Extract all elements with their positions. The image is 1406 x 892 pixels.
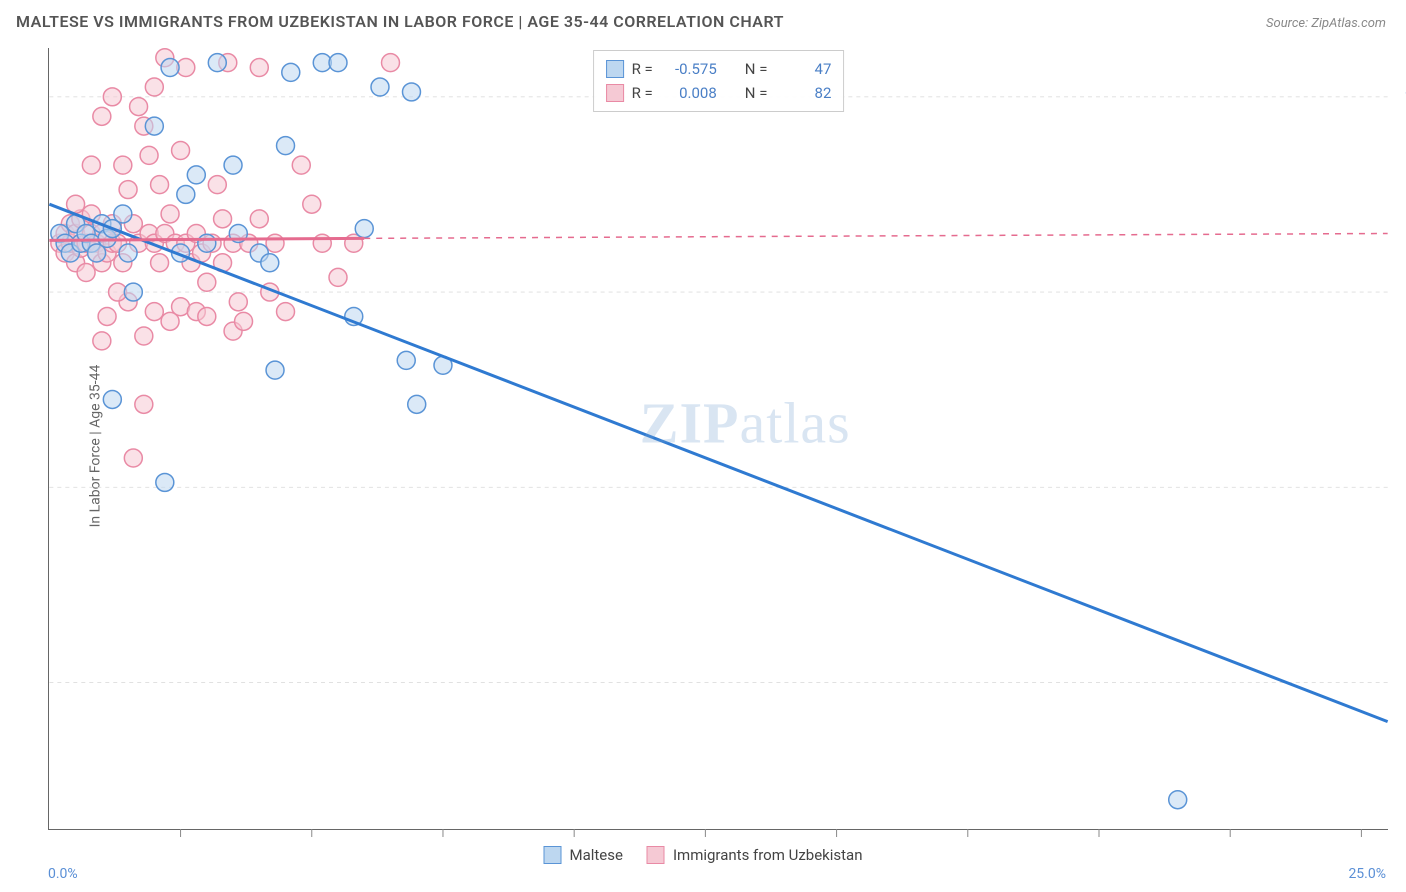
legend-stats-row-maltese: R = -0.575 N = 47 [606, 57, 832, 81]
r-label: R = [632, 57, 653, 81]
r-label-2: R = [632, 81, 653, 105]
swatch-uzbekistan-icon [647, 846, 665, 864]
x-axis-label-min: 0.0% [48, 866, 78, 882]
plot-area: R = -0.575 N = 47 R = 0.008 N = 82 ZIPat… [48, 48, 1388, 830]
plot-svg [49, 48, 1388, 829]
n-label-2: N = [745, 81, 768, 105]
legend-item-maltese: Maltese [544, 846, 623, 864]
legend-label-maltese: Maltese [570, 846, 623, 864]
swatch-uzbekistan-icon [606, 84, 624, 102]
source-label: Source: ZipAtlas.com [1266, 16, 1386, 31]
chart-container: MALTESE VS IMMIGRANTS FROM UZBEKISTAN IN… [0, 0, 1406, 892]
legend-series: Maltese Immigrants from Uzbekistan [544, 846, 863, 864]
title-bar: MALTESE VS IMMIGRANTS FROM UZBEKISTAN IN… [0, 0, 1406, 39]
r-value-maltese: -0.575 [661, 57, 717, 81]
x-axis-label-max: 25.0% [1348, 866, 1386, 882]
legend-stats-row-uzbekistan: R = 0.008 N = 82 [606, 81, 832, 105]
n-value-uzbekistan: 82 [775, 81, 831, 105]
legend-stats: R = -0.575 N = 47 R = 0.008 N = 82 [593, 50, 845, 112]
n-value-maltese: 47 [775, 57, 831, 81]
chart-title: MALTESE VS IMMIGRANTS FROM UZBEKISTAN IN… [16, 12, 784, 31]
swatch-maltese-icon [544, 846, 562, 864]
swatch-maltese-icon [606, 60, 624, 78]
legend-label-uzbekistan: Immigrants from Uzbekistan [673, 846, 863, 864]
legend-item-uzbekistan: Immigrants from Uzbekistan [647, 846, 863, 864]
n-label: N = [745, 57, 768, 81]
r-value-uzbekistan: 0.008 [661, 81, 717, 105]
